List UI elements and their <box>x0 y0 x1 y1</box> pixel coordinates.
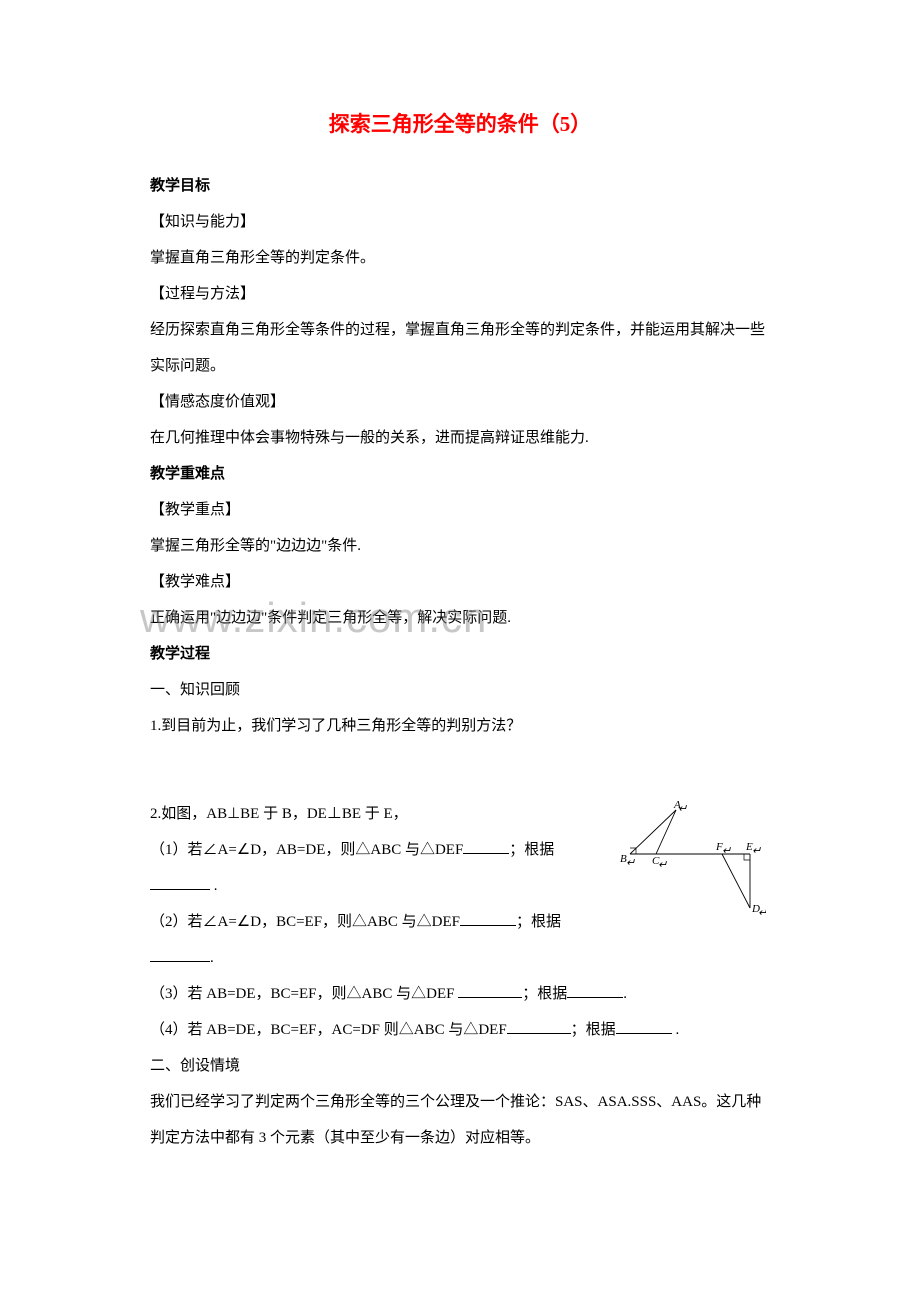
q2-1-part-a: （1）若∠A=∠D，AB=DE，则△ABC 与△DEF <box>150 842 463 858</box>
svg-text:↵: ↵ <box>722 845 731 857</box>
q2-2-part-c: . <box>210 950 214 966</box>
q2-3-part-b: ；根据 <box>522 986 567 1002</box>
blank <box>567 982 623 998</box>
diff-key-text: 掌握三角形全等的"边边边"条件. <box>150 528 770 564</box>
svg-text:↵: ↵ <box>758 907 766 919</box>
blank <box>463 838 509 854</box>
goal-knowledge-label: 【知识与能力】 <box>150 204 770 240</box>
q2-2-part-b: ；根据 <box>516 914 561 930</box>
goal-process-text: 经历探索直角三角形全等条件的过程，掌握直角三角形全等的判定条件，并能运用其解决一… <box>150 312 770 384</box>
blank <box>150 874 210 890</box>
diagram-svg: A ↵ B ↵ C ↵ F ↵ E ↵ D ↵ <box>590 800 766 920</box>
q2-1-part-c: . <box>210 878 218 894</box>
section-process: 教学过程 <box>150 636 770 672</box>
svg-text:↵: ↵ <box>678 803 687 815</box>
goal-attitude-label: 【情感态度价值观】 <box>150 384 770 420</box>
q2-4-part-b: ；根据 <box>571 1022 616 1038</box>
blank <box>458 982 522 998</box>
diff-hard-text: 正确运用"边边边"条件判定三角形全等，解决实际问题. <box>150 600 770 636</box>
q2-4-part-c: . <box>672 1022 680 1038</box>
q2-1-part-b: ；根据 <box>509 842 554 858</box>
goal-process-label: 【过程与方法】 <box>150 276 770 312</box>
svg-text:↵: ↵ <box>752 845 761 857</box>
section-goal: 教学目标 <box>150 168 770 204</box>
q2-3-part-a: （3）若 AB=DE，BC=EF，则△ABC 与△DEF <box>150 986 458 1002</box>
svg-text:↵: ↵ <box>626 857 635 869</box>
question-2-3: （3）若 AB=DE，BC=EF，则△ABC 与△DEF ；根据. <box>150 976 770 1012</box>
svg-text:↵: ↵ <box>658 859 667 871</box>
question-2-text-column: 2.如图，AB⊥BE 于 B，DE⊥BE 于 E， （1）若∠A=∠D，AB=D… <box>150 796 584 976</box>
question-2-block: 2.如图，AB⊥BE 于 B，DE⊥BE 于 E， （1）若∠A=∠D，AB=D… <box>150 796 770 976</box>
question-2-4: （4）若 AB=DE，BC=EF，AC=DF 则△ABC 与△DEF ；根据 . <box>150 1012 770 1048</box>
page: 探索三角形全等的条件（5） 教学目标 【知识与能力】 掌握直角三角形全等的判定条… <box>0 0 920 1302</box>
proc2-text: 我们已经学习了判定两个三角形全等的三个公理及一个推论：SAS、ASA.SSS、A… <box>150 1084 770 1156</box>
blank <box>460 910 516 926</box>
question-2-1: （1）若∠A=∠D，AB=DE，则△ABC 与△DEF ；根据 . <box>150 832 584 904</box>
q2-3-part-c: . <box>623 986 627 1002</box>
diff-hard-label: 【教学难点】 <box>150 564 770 600</box>
q2-4-part-a: （4）若 AB=DE，BC=EF，AC=DF 则△ABC 与△DEF <box>150 1022 507 1038</box>
proc2-head: 二、创设情境 <box>150 1048 770 1084</box>
blank <box>616 1018 672 1034</box>
proc1-head: 一、知识回顾 <box>150 672 770 708</box>
diff-key-label: 【教学重点】 <box>150 492 770 528</box>
goal-knowledge-text: 掌握直角三角形全等的判定条件。 <box>150 240 770 276</box>
document-title: 探索三角形全等的条件（5） <box>150 108 770 138</box>
question-2-2: （2）若∠A=∠D，BC=EF，则△ABC 与△DEF ；根据. <box>150 904 584 976</box>
blank <box>507 1018 571 1034</box>
section-difficulty: 教学重难点 <box>150 456 770 492</box>
triangle-diagram: A ↵ B ↵ C ↵ F ↵ E ↵ D ↵ <box>584 796 770 925</box>
question-1: 1.到目前为止，我们学习了几种三角形全等的判别方法？ <box>150 708 770 744</box>
question-2-intro: 2.如图，AB⊥BE 于 B，DE⊥BE 于 E， <box>150 796 584 832</box>
q2-2-part-a: （2）若∠A=∠D，BC=EF，则△ABC 与△DEF <box>150 914 460 930</box>
goal-attitude-text: 在几何推理中体会事物特殊与一般的关系，进而提高辩证思维能力. <box>150 420 770 456</box>
blank <box>150 946 210 962</box>
spacer <box>150 744 770 796</box>
